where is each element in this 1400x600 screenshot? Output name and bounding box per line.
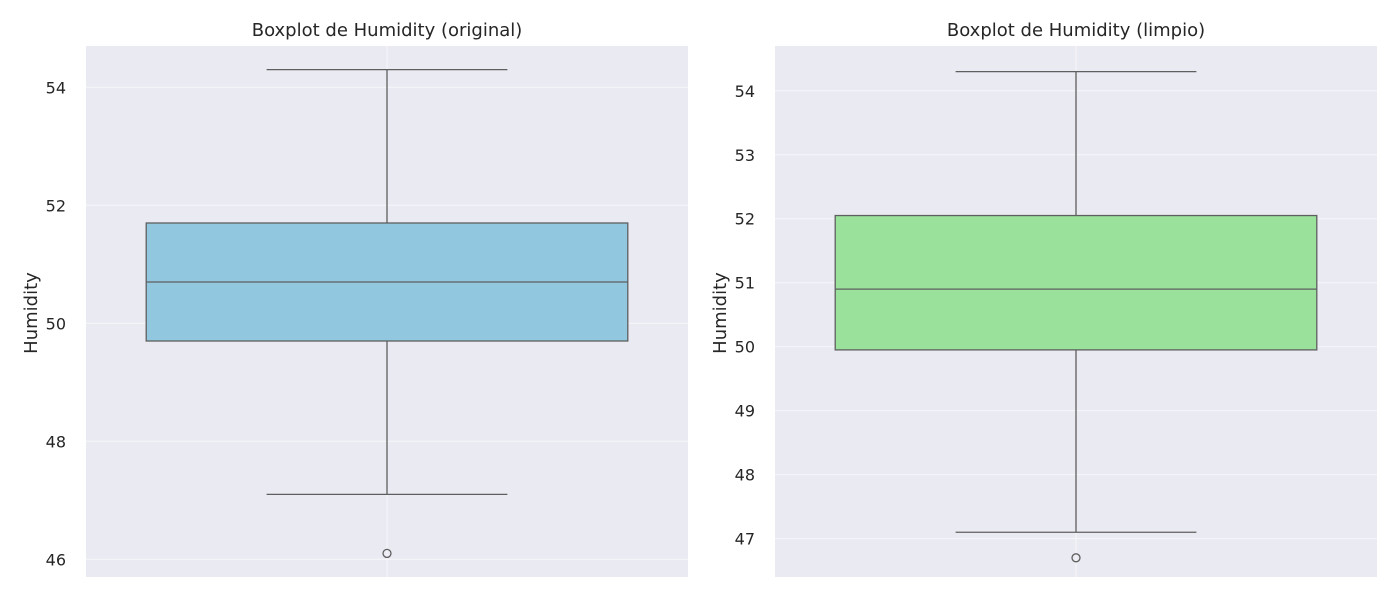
iqr-box xyxy=(834,214,1318,351)
chart-title: Boxplot de Humidity (original) xyxy=(252,20,523,41)
y-tick-label: 53 xyxy=(735,146,755,165)
y-tick-label: 54 xyxy=(735,82,755,101)
y-tick-label: 46 xyxy=(46,550,66,569)
y-tick-label: 49 xyxy=(735,402,755,421)
outlier-point xyxy=(1071,553,1081,563)
plot-area xyxy=(86,46,688,577)
plot-area xyxy=(775,46,1377,577)
y-tick-label: 50 xyxy=(46,314,66,333)
y-axis-label: Humidity xyxy=(21,272,42,354)
outlier-point xyxy=(382,548,392,559)
y-tick-label: 50 xyxy=(735,338,755,357)
chart-panel-limpio: Boxplot de Humidity (limpio) Humidity 47… xyxy=(710,20,1377,577)
chart-panel-original: Boxplot de Humidity (original) Humidity … xyxy=(21,20,688,577)
y-tick-label: 52 xyxy=(735,210,755,229)
y-tick-label: 47 xyxy=(735,530,755,549)
y-tick-label: 52 xyxy=(46,196,66,215)
chart-title: Boxplot de Humidity (limpio) xyxy=(947,20,1205,41)
y-tick-label: 48 xyxy=(735,466,755,485)
y-tick-label: 48 xyxy=(46,432,66,451)
y-axis-label: Humidity xyxy=(710,272,731,354)
y-tick-label: 51 xyxy=(735,274,755,293)
y-tick-label: 54 xyxy=(46,78,66,97)
